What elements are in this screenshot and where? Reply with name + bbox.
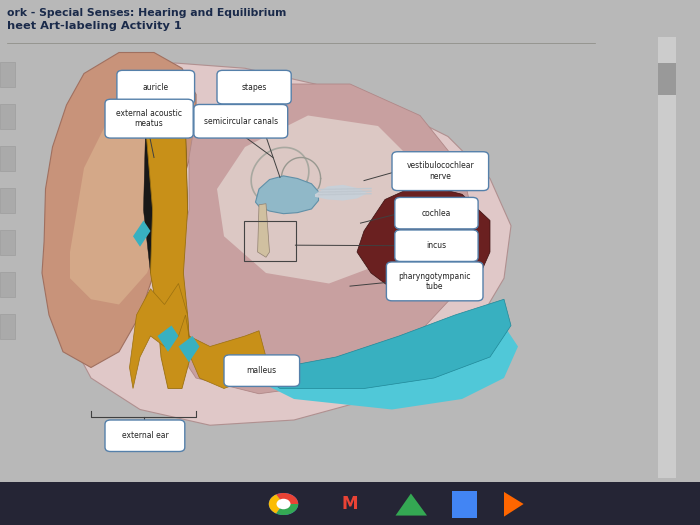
- FancyBboxPatch shape: [395, 230, 478, 261]
- FancyBboxPatch shape: [105, 99, 193, 138]
- FancyBboxPatch shape: [0, 482, 700, 525]
- FancyBboxPatch shape: [0, 104, 15, 129]
- Polygon shape: [252, 299, 511, 388]
- FancyBboxPatch shape: [386, 262, 483, 301]
- FancyBboxPatch shape: [0, 62, 15, 87]
- Text: semicircular canals: semicircular canals: [204, 117, 278, 126]
- FancyBboxPatch shape: [658, 37, 676, 478]
- Polygon shape: [217, 116, 420, 284]
- FancyBboxPatch shape: [658, 63, 676, 94]
- Polygon shape: [70, 74, 189, 304]
- Text: vestibulocochlear
nerve: vestibulocochlear nerve: [407, 162, 474, 181]
- Polygon shape: [258, 204, 270, 257]
- Polygon shape: [256, 176, 318, 214]
- FancyBboxPatch shape: [392, 152, 489, 191]
- FancyBboxPatch shape: [194, 104, 288, 138]
- FancyBboxPatch shape: [0, 146, 15, 171]
- Polygon shape: [504, 492, 524, 517]
- Text: auricle: auricle: [143, 82, 169, 92]
- Text: stapes: stapes: [241, 82, 267, 92]
- FancyBboxPatch shape: [0, 230, 15, 255]
- Text: pharyngotympanic
tube: pharyngotympanic tube: [398, 272, 471, 291]
- Text: M: M: [342, 495, 358, 513]
- FancyBboxPatch shape: [452, 491, 477, 518]
- Wedge shape: [269, 495, 284, 513]
- Polygon shape: [357, 184, 490, 299]
- Text: malleus: malleus: [246, 366, 277, 375]
- Polygon shape: [144, 94, 188, 273]
- FancyBboxPatch shape: [0, 314, 15, 339]
- Text: heet Art-labeling Activity 1: heet Art-labeling Activity 1: [7, 21, 182, 31]
- Polygon shape: [252, 326, 518, 410]
- Text: incus: incus: [426, 241, 447, 250]
- Polygon shape: [42, 52, 196, 368]
- Polygon shape: [133, 220, 150, 247]
- Polygon shape: [395, 494, 427, 516]
- Polygon shape: [315, 185, 368, 201]
- FancyBboxPatch shape: [0, 272, 15, 297]
- Text: external ear: external ear: [122, 431, 168, 440]
- FancyBboxPatch shape: [224, 355, 300, 386]
- Circle shape: [269, 493, 298, 515]
- Polygon shape: [178, 336, 199, 362]
- Text: cochlea: cochlea: [422, 208, 451, 218]
- Polygon shape: [168, 84, 476, 394]
- Wedge shape: [276, 504, 298, 515]
- Circle shape: [276, 499, 290, 509]
- Polygon shape: [130, 284, 266, 388]
- FancyBboxPatch shape: [395, 197, 478, 229]
- FancyBboxPatch shape: [117, 70, 195, 104]
- Polygon shape: [158, 326, 178, 352]
- Polygon shape: [146, 94, 190, 388]
- FancyBboxPatch shape: [0, 188, 15, 213]
- FancyBboxPatch shape: [217, 70, 291, 104]
- Wedge shape: [276, 493, 298, 504]
- Text: ork - Special Senses: Hearing and Equilibrium: ork - Special Senses: Hearing and Equili…: [7, 8, 286, 18]
- Polygon shape: [49, 63, 511, 425]
- Text: external acoustic
meatus: external acoustic meatus: [116, 109, 182, 128]
- FancyBboxPatch shape: [105, 420, 185, 451]
